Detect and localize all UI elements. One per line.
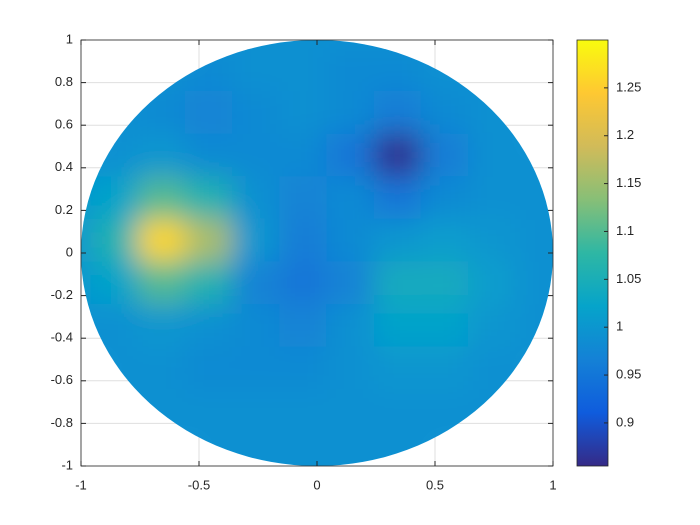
colorbar-tick-label: 1.05 [616,271,641,286]
y-tick-label: 0.6 [55,117,73,132]
y-tick-label: -0.8 [51,415,73,430]
colorbar-tick-label: 1.25 [616,79,641,94]
x-tick-label: -0.5 [188,477,210,492]
axes: -1 -0.5 0 0.5 1 -1 -0.8 -0.6 -0.4 -0.2 0 0.2 0.4 0.6 0… [51,31,642,492]
colorbar-tick-label: 0.95 [616,366,641,381]
colorbar-tick-label: 1.2 [616,127,634,142]
colorbar-tick-label: 1.1 [616,223,634,238]
y-tick-label: -0.6 [51,372,73,387]
colorbar [576,39,609,467]
y-tick-label: -1 [61,457,73,472]
colorbar-tick-label: 1.15 [616,175,641,190]
x-tick-label: -1 [75,477,87,492]
colorbar-tick-label: 1 [616,319,623,334]
y-tick-label: 0.2 [55,202,73,217]
y-tick-label: 0 [66,244,73,259]
y-tick-label: 0.4 [55,159,73,174]
x-tick-label: 1 [549,477,556,492]
x-tick-label: 0 [313,477,320,492]
y-tick-label: 1 [66,31,73,46]
y-tick-label: 0.8 [55,74,73,89]
y-tick-label: -0.4 [51,330,73,345]
x-tick-label: 0.5 [426,477,444,492]
y-tick-label: -0.2 [51,287,73,302]
colorbar-tick-label: 0.9 [616,414,634,429]
